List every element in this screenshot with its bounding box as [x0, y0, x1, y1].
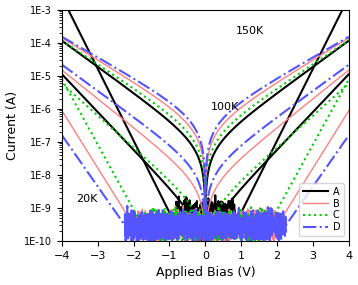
D: [60, 35, 64, 38]
A: [60, 39, 64, 42]
A: [110, 75, 114, 79]
C: [92, 60, 97, 64]
B: [60, 36, 64, 39]
C: [341, 42, 345, 46]
Text: 150K: 150K: [236, 26, 264, 36]
C: [310, 63, 315, 66]
D: [203, 207, 208, 210]
D: [110, 64, 114, 67]
Line: D: D: [62, 37, 349, 209]
B: [203, 213, 208, 217]
Legend: A, B, C, D: A, B, C, D: [299, 183, 344, 236]
C: [203, 222, 208, 225]
B: [170, 108, 174, 111]
Text: 100K: 100K: [211, 102, 239, 112]
A: [341, 43, 345, 46]
B: [110, 67, 114, 70]
C: [347, 38, 351, 42]
B: [310, 59, 315, 62]
C: [110, 72, 114, 76]
C: [170, 115, 174, 119]
Line: B: B: [62, 38, 349, 215]
A: [310, 66, 315, 69]
Line: C: C: [62, 40, 349, 224]
D: [182, 113, 187, 117]
B: [347, 36, 351, 39]
D: [347, 35, 351, 38]
D: [310, 56, 315, 60]
A: [92, 63, 97, 66]
A: [347, 39, 351, 42]
Y-axis label: Current (A): Current (A): [6, 91, 19, 160]
B: [341, 39, 345, 43]
Text: 20K: 20K: [76, 194, 98, 204]
A: [203, 230, 208, 233]
B: [182, 119, 187, 122]
D: [92, 54, 97, 57]
Line: A: A: [62, 41, 349, 232]
D: [170, 102, 174, 106]
A: [182, 134, 187, 138]
C: [182, 127, 187, 131]
X-axis label: Applied Bias (V): Applied Bias (V): [155, 266, 255, 280]
B: [92, 56, 97, 60]
D: [341, 38, 345, 42]
A: [170, 122, 174, 125]
C: [60, 38, 64, 42]
